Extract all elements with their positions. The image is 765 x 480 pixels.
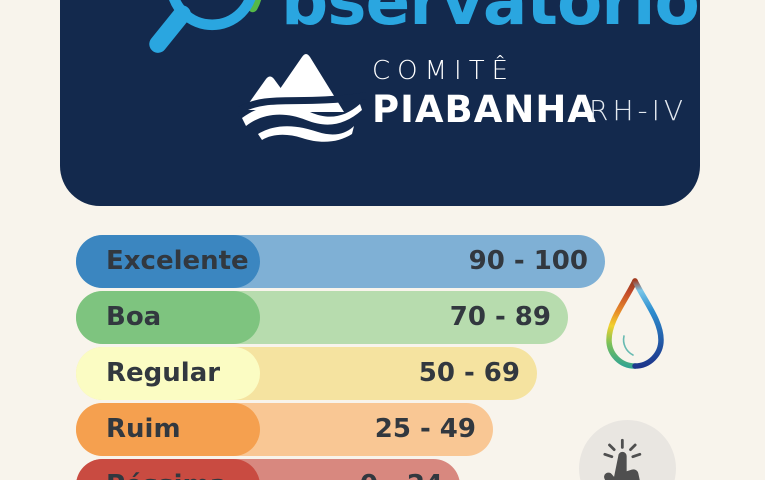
quality-label: Regular — [106, 358, 221, 388]
committee-logotype: COMITÊ PIABANHA — [372, 56, 597, 131]
quality-pill-ruim — [76, 403, 260, 456]
quality-range: 90 - 100 — [468, 246, 588, 276]
quality-pill-pessima — [76, 459, 260, 480]
quality-row-regular: Regular 50 - 69 — [76, 347, 537, 400]
quality-label: Péssima — [106, 459, 227, 480]
quality-range: 50 - 69 — [418, 358, 520, 388]
quality-label: Excelente — [106, 246, 249, 276]
quality-range: 0 - 24 — [360, 459, 443, 480]
quality-range: 70 - 89 — [449, 302, 551, 332]
quality-pill-regular — [76, 347, 260, 400]
tap-gesture-button[interactable] — [579, 420, 676, 480]
quality-row-pessima: Péssima 0 - 24 — [76, 459, 460, 480]
quality-label: Ruim — [106, 414, 181, 444]
app-title: bservatório — [281, 0, 700, 40]
committee-word: COMITÊ — [372, 56, 516, 86]
rainbow-water-drop-icon — [606, 278, 664, 369]
quality-range: 25 - 49 — [374, 414, 476, 444]
magnifying-glass-icon — [149, 0, 262, 53]
quality-pill-boa — [76, 291, 260, 344]
quality-row-excelente: Excelente 90 - 100 — [76, 235, 605, 288]
committee-name: PIABANHA — [372, 88, 597, 131]
quality-pill-excelente — [76, 235, 260, 288]
quality-row-ruim: Ruim 25 - 49 — [76, 403, 493, 456]
header-card: bservatório COMITÊ PIABANHA RH-IV — [60, 0, 700, 206]
tap-hand-icon — [603, 438, 642, 480]
quality-row-boa: Boa 70 - 89 — [76, 291, 568, 344]
mountain-wave-logo-icon — [238, 54, 366, 142]
quality-label: Boa — [106, 302, 162, 332]
region-code: RH-IV — [589, 94, 688, 127]
